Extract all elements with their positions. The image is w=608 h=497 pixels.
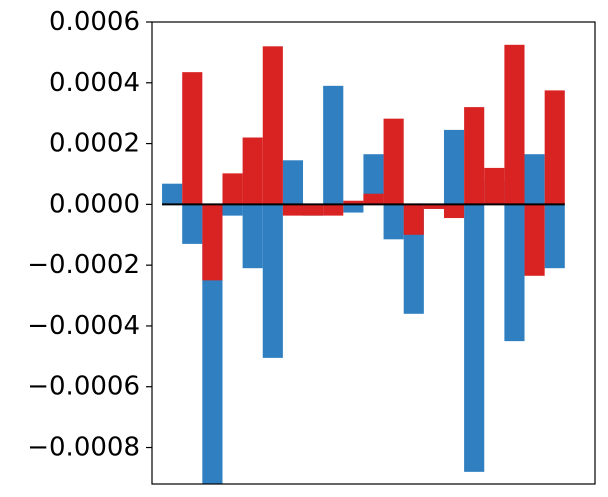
bar-blue-0-2 [242,204,263,269]
bar-red-2-2 [262,46,283,205]
bar-red-2-1 [222,173,243,205]
bar-red-2-7 [464,107,485,205]
bar-red-3-7 [484,167,505,205]
bar-blue-1-9 [544,204,565,269]
bar-red-2-4 [343,200,364,205]
bar-red-3-4 [363,193,384,205]
bar-blue-0-5 [363,154,384,205]
bar-red-3-5 [403,204,424,235]
y-tick-label: 0.0000 [49,189,140,219]
bar-red-3-2 [282,204,304,216]
bar-red-2-0 [182,72,203,205]
bar-blue-0-9 [524,154,545,205]
y-tick-label: −0.0002 [27,250,140,280]
bars-group [162,44,565,485]
bar-blue-0-0 [162,183,183,205]
bar-blue-1-8 [504,204,525,342]
bar-red-2-9 [544,90,565,205]
bar-red-3-3 [323,204,344,216]
y-axis: 0.0006 0.0004 0.0002 0.0000 −0.0002 −0.0004 −0… [27,7,152,463]
bar-red-3-1 [242,137,263,205]
bar-blue-0-7 [443,129,465,205]
bar-blue-0-3 [282,160,304,205]
bar-red-3-8 [524,204,545,276]
bar-red-2-6 [423,204,444,209]
y-tick-label: 0.0002 [49,129,140,159]
bar-blue-1-1 [222,204,243,216]
plot-frame [151,21,596,485]
bar-blue-1-2 [262,204,283,358]
bar-blue-1-0 [182,204,203,244]
bar-red-2-8 [504,44,525,205]
bar-red-3-6 [443,204,465,219]
bar-blue-1-5 [383,204,404,240]
bar-red-3-0 [202,204,223,281]
y-tick-label: −0.0006 [27,372,140,402]
bar-blue-0-4 [323,85,344,205]
bar-blue-1-4 [343,204,364,213]
y-tick-label: −0.0008 [27,433,140,463]
y-tick-label: 0.0006 [49,7,140,37]
y-tick-label: −0.0004 [27,311,140,341]
bar-red-2-5 [383,118,404,205]
bar-red-2-3 [303,204,324,216]
y-tick-label: 0.0004 [49,68,140,98]
bar-blue-1-7 [464,204,485,472]
